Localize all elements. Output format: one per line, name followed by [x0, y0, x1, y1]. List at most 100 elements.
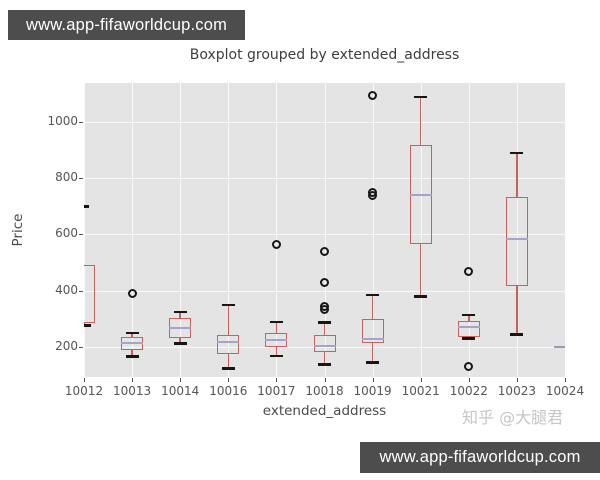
boxplot-10017-lower-whisker — [275, 346, 278, 356]
boxplot-10021-lower-cap — [414, 295, 428, 298]
x-tick-label: 10022 — [449, 384, 488, 398]
boxplot-10023-upper-whisker — [516, 152, 518, 197]
x-axis-label: extended_address — [262, 403, 387, 419]
boxplot-10017-upper-whisker — [275, 321, 278, 333]
boxplot-10018-lower-cap — [318, 363, 331, 366]
boxplot-10021-upper-whisker — [419, 96, 422, 145]
y-tick-mark — [79, 122, 83, 124]
boxplot-10016-box — [217, 334, 240, 355]
boxplot-10017-flier — [271, 239, 281, 249]
boxplot-10023-lower-cap — [510, 333, 524, 336]
boxplot-10022-box — [457, 321, 480, 337]
x-tick-mark — [132, 378, 134, 382]
x-tick-mark — [84, 378, 85, 382]
boxplot-10012-lower-whisker — [84, 323, 85, 326]
boxplot-10022-upper-cap — [462, 313, 476, 317]
x-tick-mark — [372, 378, 374, 382]
x-tick-label: 10013 — [113, 384, 152, 398]
boxplot-10019-box — [361, 319, 384, 344]
plot-area — [84, 83, 565, 377]
x-tick-label: 10023 — [497, 384, 536, 398]
boxplot-10013-lower-cap — [125, 355, 139, 358]
x-tick-mark — [228, 378, 230, 382]
boxplot-10013-lower-whisker — [131, 350, 133, 357]
gridline-vertical — [372, 83, 374, 377]
boxplot-10023-lower-whisker — [516, 286, 518, 335]
y-tick-mark — [79, 346, 83, 348]
boxplot-10019-median — [361, 338, 384, 341]
boxplot-10023-upper-cap — [510, 151, 524, 155]
y-tick-label: 600 — [55, 226, 78, 241]
y-tick-label: 1000 — [47, 114, 78, 129]
boxplot-10014-upper-cap — [173, 310, 187, 314]
x-tick-mark — [565, 378, 566, 382]
boxplot-10022-flier — [464, 361, 474, 371]
y-tick-mark — [79, 290, 83, 292]
boxplot-10022-median — [457, 325, 480, 328]
y-tick-mark — [79, 234, 83, 236]
x-tick-mark — [420, 378, 422, 382]
boxplot-10021-median — [409, 194, 432, 197]
boxplot-10018-upper-whisker — [323, 322, 326, 335]
boxplot-10013-upper-cap — [125, 331, 139, 335]
boxplot-10012-flier-dash — [84, 204, 89, 208]
boxplot-10019-flier — [368, 90, 378, 100]
gridline-vertical — [132, 83, 134, 377]
boxplot-10018-upper-cap — [318, 321, 331, 324]
boxplot-10014-lower-cap — [173, 342, 187, 345]
boxplot-10013-flier — [127, 289, 137, 299]
x-tick-label: 10024 — [545, 384, 585, 398]
boxplot-10018-median — [313, 344, 336, 347]
zhihu-watermark: 知乎 @大腿君 — [462, 408, 564, 427]
boxplot-10019-lower-whisker — [371, 343, 374, 363]
y-axis-label: Price — [10, 213, 26, 247]
boxplot-10021-upper-cap — [414, 95, 428, 99]
boxplot-10012-box — [84, 265, 95, 324]
y-tick-mark — [79, 178, 83, 180]
boxplot-10014-upper-whisker — [179, 311, 181, 319]
boxplot-10018-flier — [320, 246, 329, 256]
boxplot-10019-upper-whisker — [371, 294, 374, 320]
boxplot-10013-median — [121, 341, 144, 344]
gridline-vertical — [516, 83, 518, 377]
watermark-banner-bottom: www.app-fifaworldcup.com — [360, 442, 600, 473]
x-tick-label: 10014 — [161, 384, 200, 398]
boxplot-10023-median — [505, 238, 528, 241]
y-tick-label: 800 — [55, 170, 78, 185]
boxplot-10022-lower-cap — [462, 337, 476, 340]
x-tick-label: 10019 — [353, 384, 392, 398]
x-tick-label: 10021 — [401, 384, 440, 398]
boxplot-10017-median — [265, 338, 288, 341]
watermark-banner-top-text: www.app-fifaworldcup.com — [25, 15, 228, 34]
boxplot-10019-upper-cap — [366, 293, 380, 297]
boxplot-10018-lower-whisker — [323, 351, 326, 365]
chart-title: Boxplot grouped by extended_address — [189, 47, 460, 63]
boxplot-10017-lower-cap — [269, 354, 283, 358]
gridline-vertical — [84, 83, 85, 377]
boxplot-10016-lower-whisker — [227, 354, 230, 368]
boxplot-10013-upper-whisker — [131, 332, 133, 337]
x-tick-mark — [468, 378, 470, 382]
y-tick-label: 400 — [55, 282, 78, 297]
boxplot-10024-single-point — [554, 345, 565, 348]
boxplot-10016-upper-cap — [221, 303, 235, 307]
boxplot-10016-lower-cap — [221, 367, 235, 370]
x-tick-mark — [516, 378, 518, 382]
boxplot-10018-box — [313, 334, 336, 352]
x-tick-mark — [180, 378, 182, 382]
gridline-vertical — [276, 83, 278, 377]
x-tick-label: 10018 — [305, 384, 344, 398]
x-tick-mark — [276, 378, 278, 382]
boxplot-10018-flier — [320, 277, 329, 287]
gridline-vertical — [420, 83, 422, 377]
boxplot-10014-median — [169, 327, 192, 330]
boxplot-10019-flier — [368, 191, 378, 201]
boxplot-10023-box — [505, 196, 528, 287]
boxplot-10018-flier — [320, 305, 329, 315]
boxplot-10016-upper-whisker — [227, 304, 230, 335]
x-tick-label: 10012 — [64, 384, 104, 398]
boxplot-10021-lower-whisker — [419, 244, 422, 297]
boxplot-10022-upper-whisker — [468, 314, 470, 322]
boxplot-10019-lower-cap — [366, 361, 380, 364]
